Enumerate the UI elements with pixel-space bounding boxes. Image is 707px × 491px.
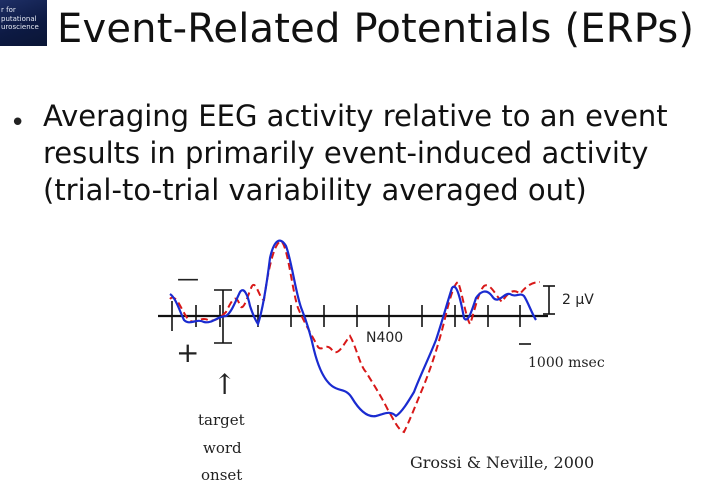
bullet-line-1: Averaging EEG activity relative to an ev… [43,99,668,133]
positive-polarity-sign: + [176,336,199,369]
citation: Grossi & Neville, 2000 [410,453,594,472]
amplitude-scale-label: 2 µV [562,292,594,308]
bullet-dot: • [10,108,26,138]
logo-text-line-1: r for [1,6,16,14]
institution-logo: r for putational uroscience [0,0,47,46]
logo-text-line-3: uroscience [1,23,39,31]
time-axis-ticks [171,301,521,331]
bullet-line-2: results in primarily event-induced activ… [43,136,649,170]
n400-label: N400 [366,330,403,346]
negative-polarity-sign: — [177,267,199,292]
waveform-solid-blue [169,239,537,418]
onset-arrow-icon: ↑ [213,368,236,401]
logo-text-line-2: putational [1,14,37,23]
bullet-line-3: (trial-to-trial variability averaged out… [43,173,587,207]
time-scale-label: 1000 msec [528,355,605,371]
slide-title: Event-Related Potentials (ERPs) [57,6,695,52]
onset-label-line-2: word [203,439,242,457]
onset-label-line-3: onset [201,466,242,484]
bullet-text: Averaging EEG activity relative to an ev… [43,98,703,209]
onset-label-line-1: target [198,411,245,429]
